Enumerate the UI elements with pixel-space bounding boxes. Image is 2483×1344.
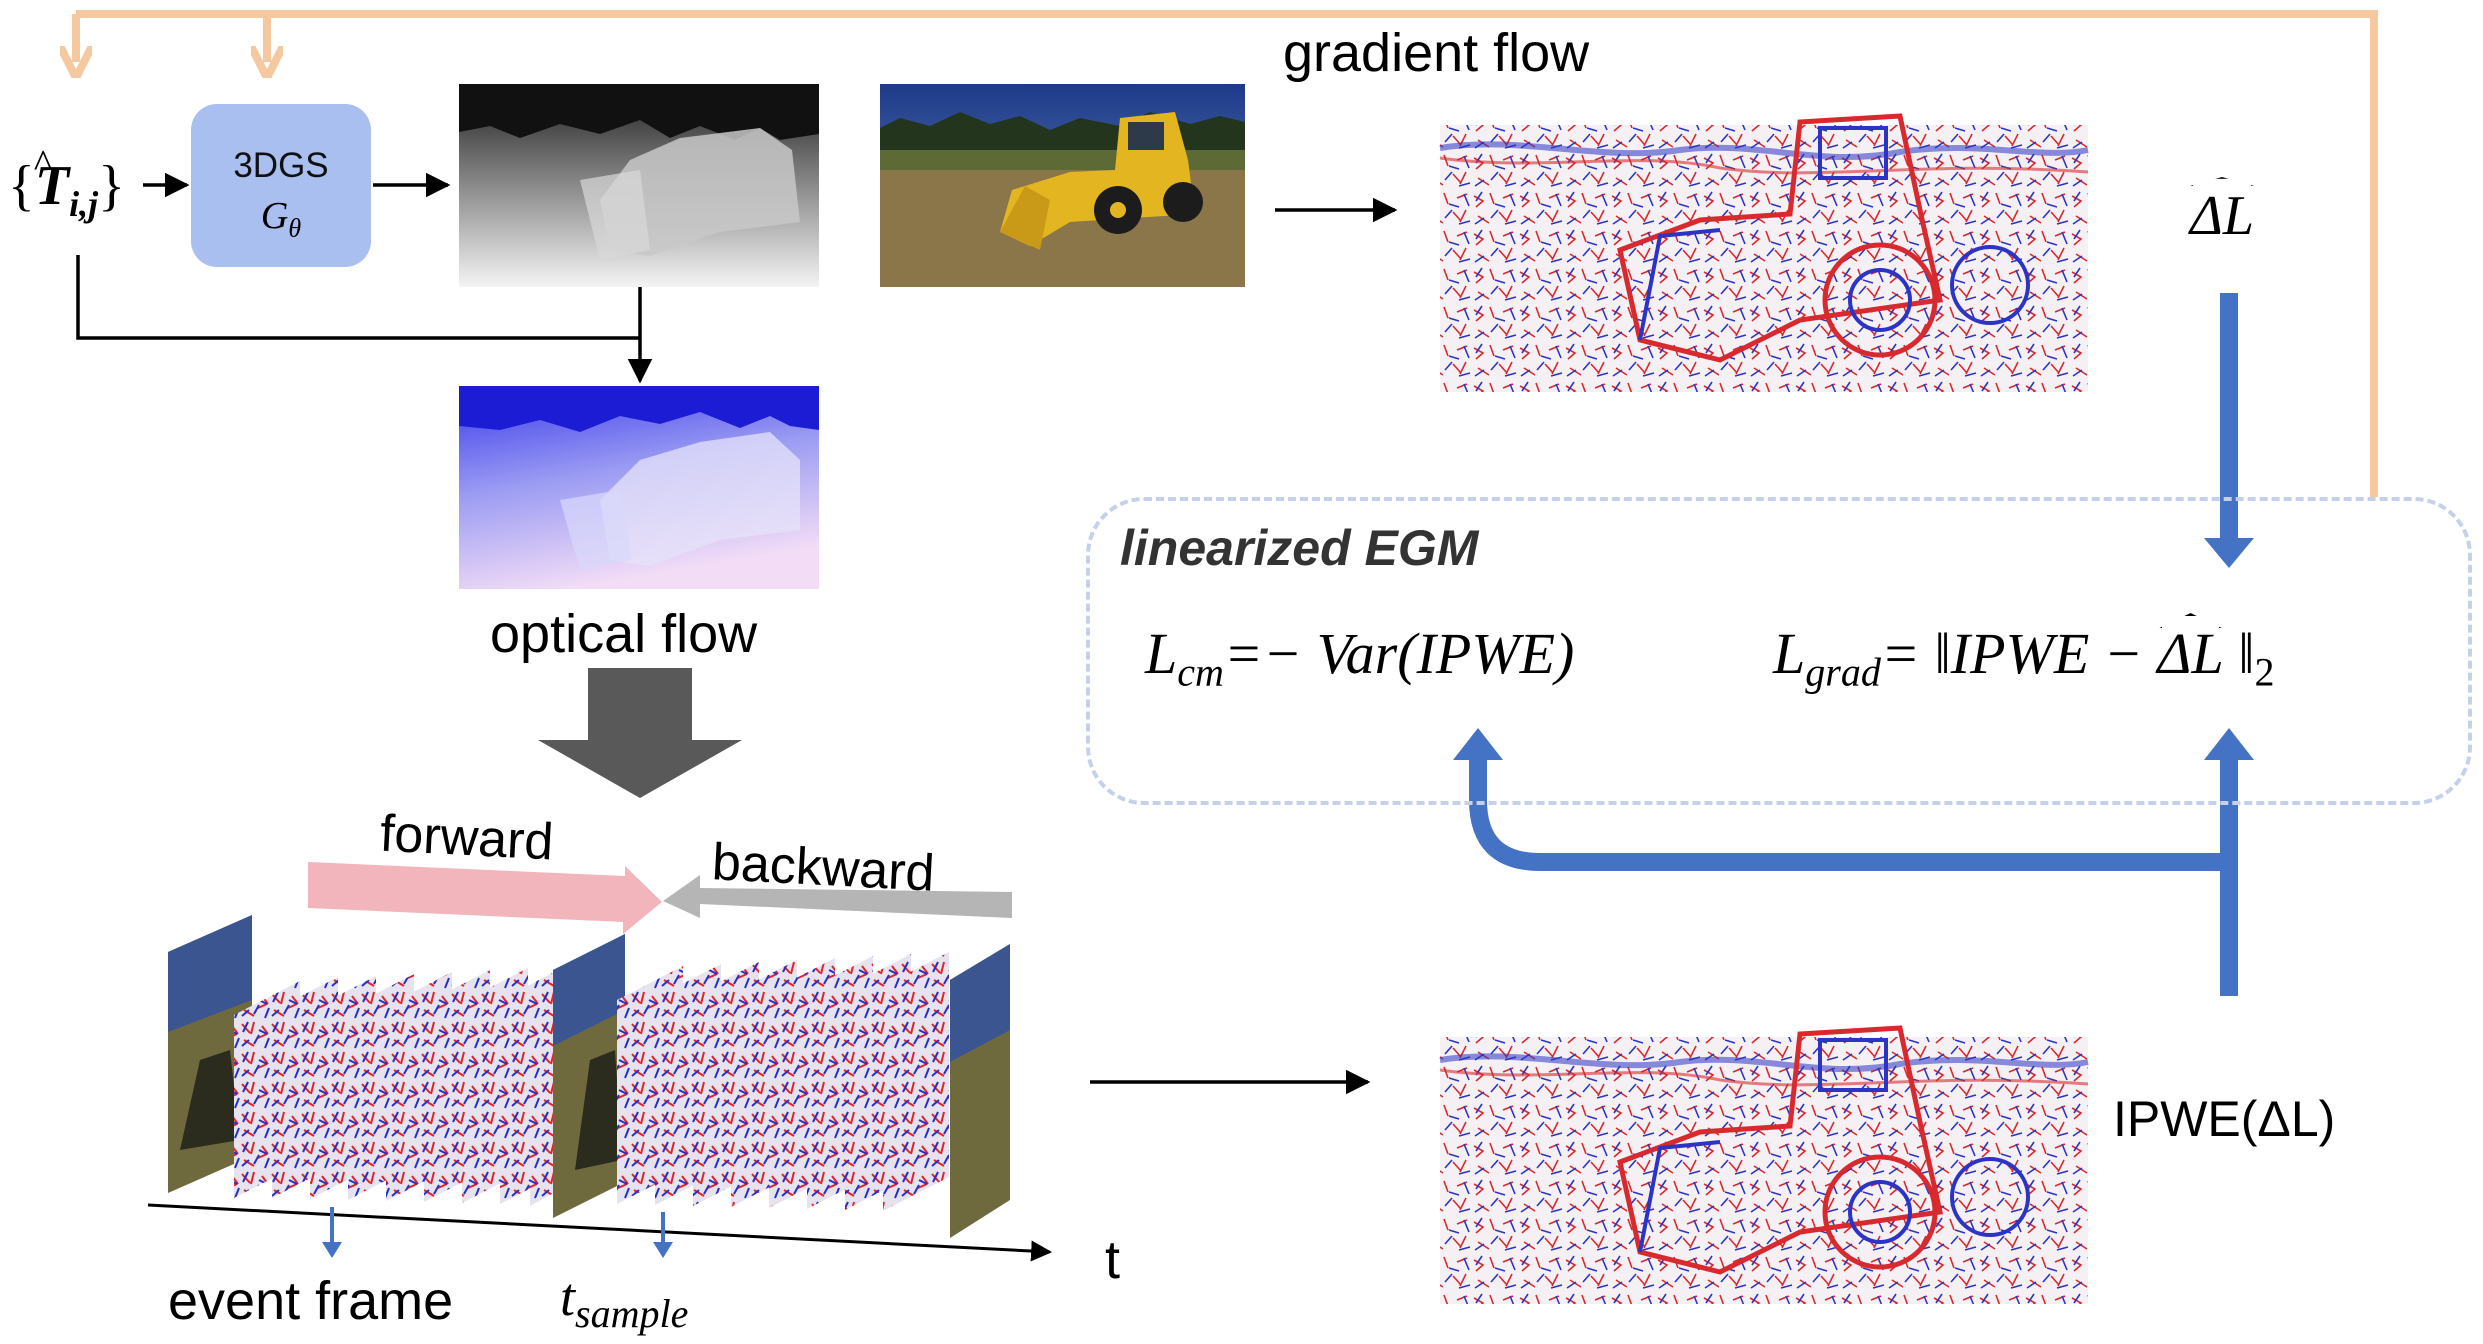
optical-flow-down-arrow [538,668,742,798]
pose-input: {^ Ti,j} [8,141,126,225]
time-axis [147,1203,1053,1262]
backward-arrow [663,875,1012,918]
t-axis-label: t [1105,1230,1121,1290]
pose-hat: ^ [32,141,50,186]
linearized-egm-box [1086,497,2472,805]
arrow-pose-to-flow [76,255,640,340]
ipwe-event-image [1439,1025,2089,1304]
gradient-flow-label: gradient flow [1283,23,1590,83]
loss-cm-equation: Lcm=− Var(IPWE) [1145,621,1575,695]
3dgs-node: 3DGS Gθ [191,104,371,267]
event-frame-label: event frame [168,1271,454,1331]
3dgs-param: Gθ [260,195,302,243]
delta-l-hat-label: ΔL [2190,177,2255,244]
ipwe-label: IPWE(ΔL) [2113,1091,2336,1147]
loss-grad-equation: Lgrad= ‖IPWE − ΔL ‖2 [1773,613,2275,693]
grad-delta-l-hat: ΔL [2157,613,2224,683]
optical-flow-label: optical flow [490,604,758,664]
predicted-gradient-image [1439,113,2089,392]
feedback-loop-line [76,10,2378,497]
3dgs-title: 3DGS [233,146,329,185]
backward-label: backward [710,833,936,903]
bulldozer-photo [880,84,1245,287]
optical-flow-image [459,386,819,589]
ipwe-up-branch [1469,758,2238,996]
linearized-egm-title: linearized EGM [1120,520,1479,576]
forward-label: forward [378,804,555,872]
forward-arrow [308,862,662,934]
event-frame-stack [168,915,1010,1238]
t-sample-label: tsample [560,1267,689,1336]
depth-map-image [459,84,819,287]
